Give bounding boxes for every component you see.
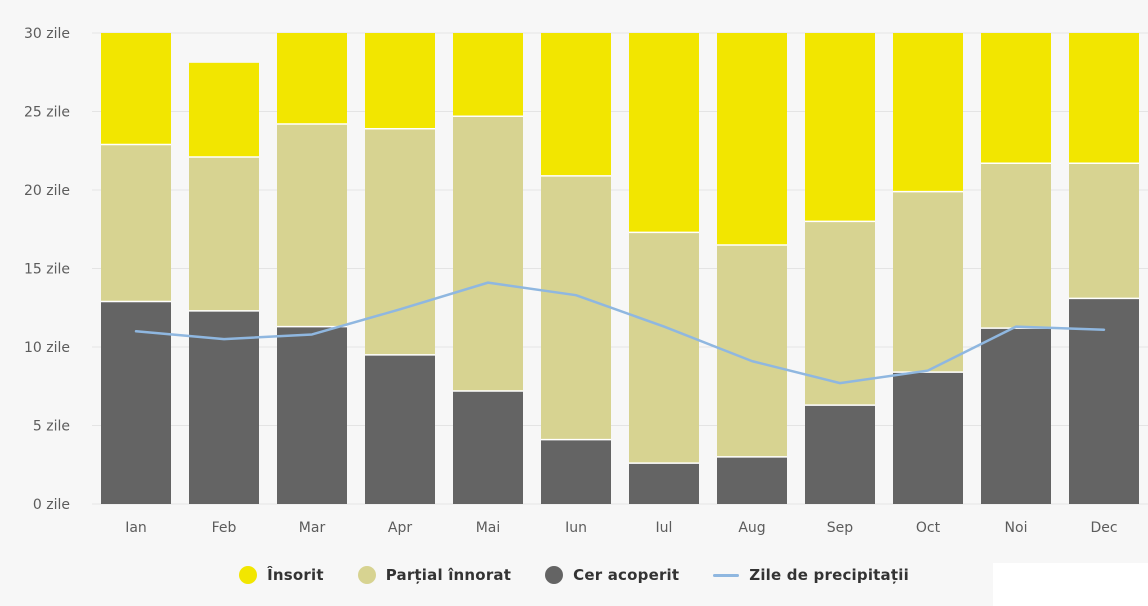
x-tick-label: Apr	[388, 520, 412, 536]
legend-precipitation-label: Zile de precipitații	[749, 566, 909, 584]
x-tick-label: Feb	[212, 520, 237, 536]
x-tick-label: Aug	[738, 520, 765, 536]
legend-item-precipitation[interactable]: Zile de precipitații	[713, 566, 909, 584]
bar-insorit[interactable]	[541, 33, 611, 176]
bar-cer-acoperit[interactable]	[365, 354, 435, 504]
legend-item-partly-cloudy[interactable]: Parțial înnorat	[357, 566, 512, 584]
bar-partial-innorat[interactable]	[1069, 163, 1139, 299]
bar-cer-acoperit[interactable]	[893, 372, 963, 504]
legend-precipitation-line-icon	[713, 573, 740, 577]
bar-insorit[interactable]	[101, 33, 171, 145]
bar-insorit[interactable]	[189, 62, 259, 158]
y-tick-label: 30 zile	[24, 26, 70, 42]
x-tick-label: Oct	[916, 520, 941, 536]
x-tick-label: Mar	[299, 520, 326, 536]
bar-insorit[interactable]	[1069, 33, 1139, 164]
y-tick-label: 10 zile	[24, 340, 70, 356]
legend-item-overcast[interactable]: Cer acoperit	[545, 566, 679, 584]
bar-partial-innorat[interactable]	[189, 157, 259, 311]
legend-overcast-label: Cer acoperit	[573, 566, 680, 584]
bars	[101, 33, 1139, 504]
bar-insorit[interactable]	[717, 33, 787, 245]
bar-partial-innorat[interactable]	[365, 128, 435, 355]
bar-partial-innorat[interactable]	[101, 144, 171, 302]
x-tick-label: Dec	[1090, 520, 1117, 536]
bar-insorit[interactable]	[981, 33, 1051, 164]
bar-insorit[interactable]	[277, 33, 347, 125]
bar-cer-acoperit[interactable]	[101, 301, 171, 504]
bar-partial-innorat[interactable]	[805, 221, 875, 406]
y-tick-label: 5 zile	[33, 419, 70, 435]
legend-item-sunny[interactable]: Însorit	[239, 566, 324, 584]
bar-cer-acoperit[interactable]	[981, 328, 1051, 504]
legend-sunny-label: Însorit	[267, 566, 324, 584]
legend: Însorit Parțial înnorat Cer acoperit Zil…	[0, 560, 1148, 590]
precipitation-line[interactable]	[134, 281, 1106, 385]
blank-corner	[993, 563, 1148, 606]
bar-cer-acoperit[interactable]	[541, 439, 611, 504]
bar-cer-acoperit[interactable]	[1069, 298, 1139, 504]
bar-insorit[interactable]	[453, 33, 523, 117]
bar-cer-acoperit[interactable]	[717, 456, 787, 504]
y-tick-label: 25 zile	[24, 105, 70, 121]
y-tick-label: 20 zile	[24, 183, 70, 199]
legend-overcast-dot-icon	[545, 566, 564, 584]
legend-partly-cloudy-dot-icon	[357, 566, 376, 584]
precipitation-line-group	[134, 281, 1106, 385]
x-tick-label: Iul	[656, 520, 673, 536]
y-tick-label: 0 zile	[33, 497, 70, 513]
bar-partial-innorat[interactable]	[453, 116, 523, 391]
legend-partly-cloudy-label: Parțial înnorat	[385, 566, 512, 584]
x-tick-label: Mai	[476, 520, 501, 536]
bar-cer-acoperit[interactable]	[189, 310, 259, 504]
x-tick-label: Sep	[827, 520, 854, 536]
x-axis-labels: Ian Feb Mar Apr Mai Iun Iul Aug Sep Oct Noi Dec	[125, 520, 1117, 536]
bar-insorit[interactable]	[629, 33, 699, 233]
bar-cer-acoperit[interactable]	[453, 390, 523, 504]
y-tick-label: 15 zile	[24, 262, 70, 278]
x-tick-label: Ian	[125, 520, 147, 536]
bar-cer-acoperit[interactable]	[277, 326, 347, 504]
bar-partial-innorat[interactable]	[541, 175, 611, 440]
bar-insorit[interactable]	[805, 33, 875, 222]
gridlines	[92, 32, 1148, 505]
legend-sunny-dot-icon	[239, 566, 258, 584]
bar-insorit[interactable]	[893, 33, 963, 192]
bar-partial-innorat[interactable]	[981, 163, 1051, 329]
x-tick-label: Noi	[1005, 520, 1028, 536]
bar-partial-innorat[interactable]	[629, 232, 699, 464]
bar-cer-acoperit[interactable]	[629, 463, 699, 504]
bar-insorit[interactable]	[365, 33, 435, 129]
y-axis-labels: 0 zile 5 zile 10 zile 15 zile 20 zile 25 zile…	[24, 26, 70, 513]
x-tick-label: Iun	[565, 520, 587, 536]
bar-partial-innorat[interactable]	[277, 124, 347, 327]
bar-partial-innorat[interactable]	[893, 191, 963, 373]
bar-cer-acoperit[interactable]	[805, 405, 875, 504]
